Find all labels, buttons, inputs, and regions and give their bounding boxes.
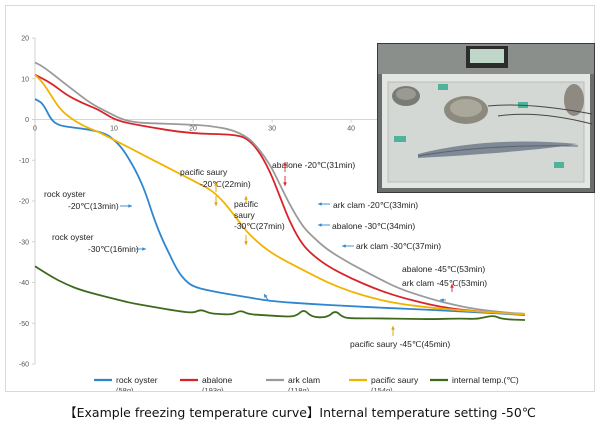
- arrow-ro-low-head: [264, 294, 268, 298]
- annotation-ro20: rock oyster: [44, 189, 86, 199]
- figure-caption: 【Example freezing temperature curve】Inte…: [64, 405, 536, 420]
- annotation-ab30: abalone -30℃(34min): [332, 221, 415, 231]
- arrow-ab20-up-head: [283, 162, 287, 166]
- annotation-ps30c: -30℃(27min): [234, 221, 285, 231]
- annotation-ro20b: -20℃(13min): [68, 201, 119, 211]
- annotation-layer: rock oyster -20℃(13min) rock oyster -30℃(16…: [44, 160, 487, 349]
- chart-frame: 20 10 0 -10 -20 -30 -40 -50 -60 0 10 20 30 40 rock oy…: [5, 5, 595, 392]
- annotation-ro30b: -30℃(16min): [88, 244, 139, 254]
- series-line-ark-clam: [34, 61, 526, 315]
- x-tick-label: 10: [110, 126, 118, 133]
- photo-of-seafood-in-freezer: [377, 43, 595, 193]
- arrow-ro20-head: [128, 204, 132, 208]
- freezing-curve-chart: 20 10 0 -10 -20 -30 -40 -50 -60 0 10 20 30 40 rock oy…: [19, 36, 526, 391]
- annotation-ac45: ark clam -45℃(53min): [402, 278, 487, 288]
- legend-label-abalone: abalone: [202, 375, 233, 385]
- arrow-ab20-down-head: [283, 182, 287, 186]
- arrow-ab45-head: [450, 284, 454, 288]
- y-tick-label: -20: [19, 199, 29, 206]
- y-tick-label: 20: [21, 36, 29, 43]
- legend-label-ark-clam: ark clam: [288, 375, 320, 385]
- x-tick-label: 30: [268, 126, 276, 133]
- legend: rock oyster(58g) abalone(193g) ark clam(11…: [94, 375, 519, 391]
- y-tick-label: 10: [21, 76, 29, 83]
- annotation-ac30: ark clam -30℃(37min): [356, 241, 441, 251]
- annotation-ps45: pacific saury -45℃(45min): [350, 339, 450, 349]
- y-tick-label: 0: [25, 117, 29, 124]
- x-tick-label: 20: [189, 126, 197, 133]
- legend-weight-rock-oyster: (58g): [116, 386, 134, 391]
- arrow-ro30-head: [142, 247, 146, 251]
- x-tick-label: 40: [347, 126, 355, 133]
- series-line-internal-temp: [34, 265, 526, 321]
- arrow-ac30-head: [342, 244, 346, 248]
- legend-weight-abalone: (193g): [202, 386, 224, 391]
- legend-weight-ark-clam: (118g): [288, 386, 310, 391]
- arrow-ps30-down-head: [244, 241, 248, 245]
- arrow-ps20-down-head: [214, 202, 218, 206]
- arrow-ab30-head: [318, 223, 322, 227]
- arrow-ac20-head: [318, 202, 322, 206]
- y-tick-label: -50: [19, 321, 29, 328]
- legend-label-internal-temp: internal temp.(℃): [452, 375, 519, 385]
- arrow-ps45-head: [391, 326, 395, 330]
- annotation-ps20: pacific saury: [180, 167, 228, 177]
- annotation-ro30: rock oyster: [52, 232, 94, 242]
- legend-weight-pacific-saury: (154g): [371, 386, 393, 391]
- annotation-ac20: ark clam -20℃(33min): [333, 200, 418, 210]
- arrow-ps30-up-head: [244, 196, 248, 200]
- y-tick-label: -10: [19, 158, 29, 165]
- legend-label-pacific-saury: pacific saury: [371, 375, 419, 385]
- annotation-ab20: abalone -20℃(31min): [272, 160, 355, 170]
- photo-illustration: [378, 44, 594, 192]
- arrow-ac45-head: [440, 298, 444, 302]
- y-tick-label: -30: [19, 239, 29, 246]
- annotation-ps20b: -20℃(22min): [200, 179, 251, 189]
- arrow-ps20-up-head: [214, 182, 218, 186]
- series-layer: [34, 61, 526, 321]
- annotation-ab45: abalone -45℃(53min): [402, 264, 485, 274]
- series-line-rock-oyster: [34, 98, 526, 316]
- y-tick-label: -40: [19, 280, 29, 287]
- y-tick-label: -60: [19, 362, 29, 369]
- legend-label-rock-oyster: rock oyster: [116, 375, 158, 385]
- x-tick-label: 0: [33, 126, 37, 133]
- annotation-ps30b: saury: [234, 210, 256, 220]
- series-line-abalone: [34, 73, 526, 315]
- series-line-pacific-saury: [34, 74, 526, 316]
